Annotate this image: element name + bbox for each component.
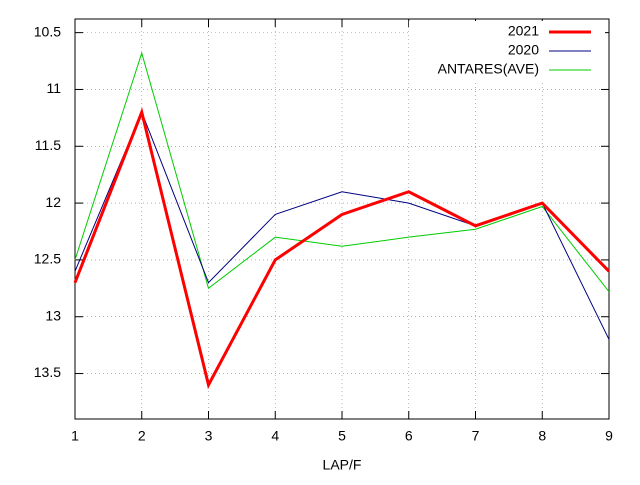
x-tick-label: 4 (271, 428, 279, 444)
x-tick-label: 2 (138, 428, 146, 444)
legend-label: ANTARES(AVE) (438, 61, 539, 77)
y-tick-label: 11 (46, 80, 61, 96)
y-tick-label: 10.5 (34, 23, 61, 39)
x-tick-label: 8 (538, 428, 546, 444)
x-tick-label: 7 (472, 428, 480, 444)
legend-label: 2020 (508, 42, 539, 58)
y-tick-label: 13 (45, 307, 61, 323)
series-line (74, 51, 610, 293)
y-tick-label: 13.5 (34, 364, 61, 380)
y-tick-label: 12 (45, 194, 61, 210)
series-line (74, 110, 610, 340)
x-tick-label: 6 (405, 428, 413, 444)
y-tick-label: 12.5 (34, 251, 61, 267)
x-axis-label: LAP/F (323, 457, 362, 473)
legend-label: 2021 (508, 23, 539, 39)
x-tick-label: 9 (605, 428, 613, 444)
series-line (73, 107, 611, 390)
x-tick-label: 1 (71, 428, 79, 444)
x-tick-label: 3 (205, 428, 213, 444)
x-tick-label: 5 (338, 428, 346, 444)
y-tick-label: 11.5 (35, 137, 61, 153)
plot-border (74, 18, 610, 420)
